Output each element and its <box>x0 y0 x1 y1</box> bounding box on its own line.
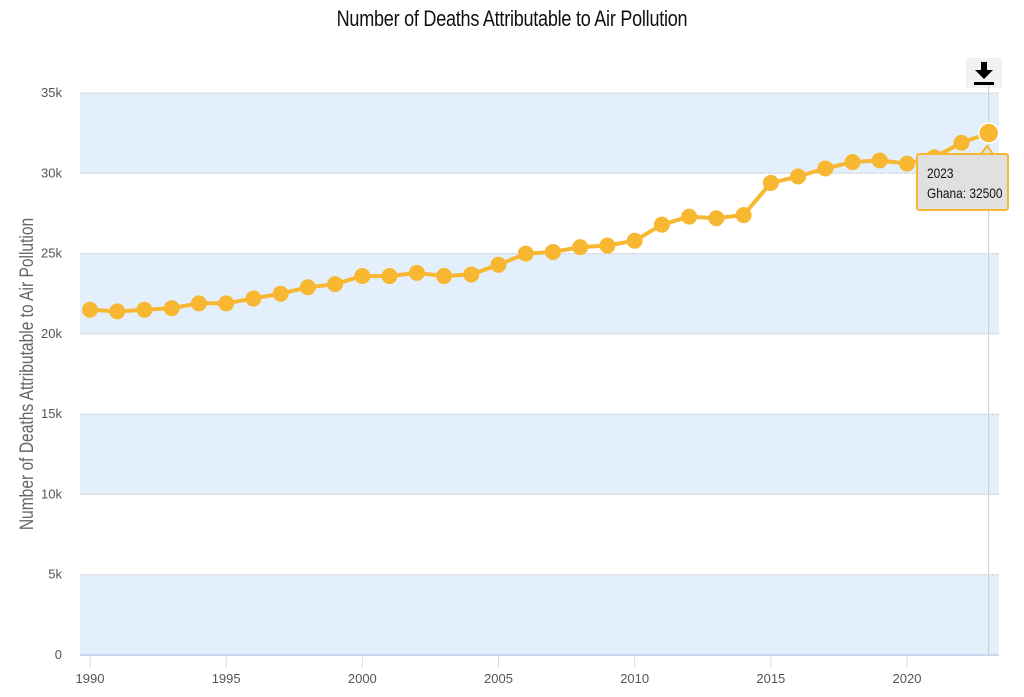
y-tick-label: 20k <box>41 326 62 341</box>
data-point[interactable] <box>490 256 507 273</box>
x-axis-ticks: 1990 1995 2000 2005 2010 2015 2020 <box>76 657 922 686</box>
data-point[interactable] <box>190 295 207 312</box>
x-tick-label: 2000 <box>348 671 377 686</box>
data-point[interactable] <box>735 207 752 224</box>
data-point[interactable] <box>245 290 262 307</box>
x-tick-label: 2015 <box>756 671 785 686</box>
data-point[interactable] <box>272 285 289 302</box>
data-point[interactable] <box>82 301 98 318</box>
x-tick-label: 2020 <box>893 671 922 686</box>
data-point[interactable] <box>790 168 807 185</box>
y-axis-title: Number of Deaths Attributable to Air Pol… <box>16 218 38 530</box>
download-icon <box>974 62 994 85</box>
data-point[interactable] <box>218 295 235 312</box>
data-point[interactable] <box>977 122 1000 144</box>
data-point[interactable] <box>653 216 670 233</box>
x-tick-label: 2010 <box>620 671 649 686</box>
y-tick-label: 0 <box>55 647 62 662</box>
y-tick-label: 10k <box>41 486 62 501</box>
grid-band <box>80 574 999 655</box>
data-point[interactable] <box>844 154 861 171</box>
data-point[interactable] <box>517 245 534 262</box>
data-point[interactable] <box>899 155 915 172</box>
y-tick-label: 15k <box>41 406 62 421</box>
x-tick-label: 1995 <box>212 671 241 686</box>
x-tick-label: 2005 <box>484 671 513 686</box>
data-point[interactable] <box>463 266 480 283</box>
data-point[interactable] <box>436 268 453 285</box>
data-point[interactable] <box>681 208 698 225</box>
x-tick-label: 1990 <box>76 671 105 686</box>
y-tick-label: 35k <box>41 85 62 100</box>
data-point[interactable] <box>708 210 725 227</box>
chart-title: Number of Deaths Attributable to Air Pol… <box>336 6 688 31</box>
series-points-ghana <box>82 122 1000 320</box>
download-button[interactable] <box>966 58 1002 88</box>
data-point[interactable] <box>871 152 888 169</box>
data-point[interactable] <box>572 239 589 256</box>
data-point[interactable] <box>544 243 561 260</box>
y-tick-label: 25k <box>41 246 62 261</box>
data-point[interactable] <box>408 264 425 281</box>
grid-band <box>80 253 999 334</box>
tooltip-year: 2023 <box>927 165 954 181</box>
tooltip: 2023 Ghana: 32500 <box>916 153 1009 211</box>
data-point[interactable] <box>599 237 616 254</box>
data-point[interactable] <box>626 232 643 249</box>
data-point[interactable] <box>163 300 180 317</box>
gridlines <box>80 92 999 656</box>
series-line-ghana <box>89 131 990 314</box>
y-axis-ticks: 0 5k 10k 15k 20k 25k 30k 35k <box>41 85 62 662</box>
data-point[interactable] <box>327 276 344 293</box>
data-point[interactable] <box>817 160 834 177</box>
data-point[interactable] <box>953 134 970 151</box>
data-point[interactable] <box>109 303 126 320</box>
data-point[interactable] <box>136 301 153 318</box>
data-point[interactable] <box>354 268 371 285</box>
y-tick-label: 30k <box>41 165 62 180</box>
tooltip-value: Ghana: 32500 <box>927 185 1003 201</box>
y-tick-label: 5k <box>48 567 62 582</box>
grid-band <box>80 414 999 495</box>
data-point[interactable] <box>381 268 398 285</box>
data-point[interactable] <box>762 174 779 191</box>
grid-bands <box>80 93 999 655</box>
data-point[interactable] <box>299 279 316 296</box>
